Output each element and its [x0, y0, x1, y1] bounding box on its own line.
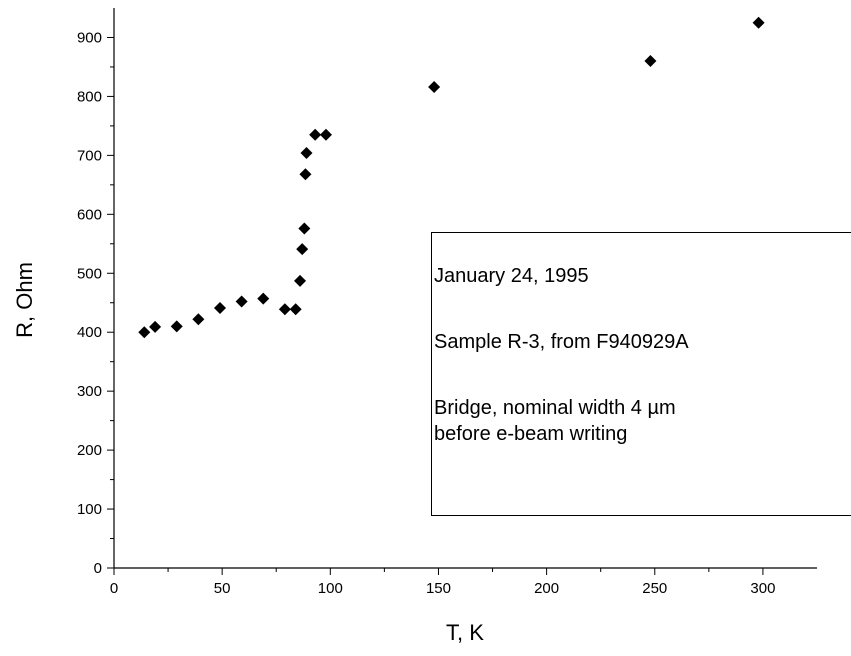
y-tick-labels: 0 100 200 300 400 500 600 700 800 900 [77, 29, 102, 577]
data-point [149, 320, 162, 333]
x-tick-labels: 0 50 100 150 200 250 300 [110, 580, 776, 597]
data-point [319, 128, 332, 141]
annotation-sample: Sample R-3, from F940929A [434, 331, 689, 353]
y-tick-label: 400 [77, 324, 102, 341]
x-tick-label: 150 [426, 580, 451, 597]
data-point [298, 222, 311, 235]
data-point [213, 302, 226, 315]
data-point [235, 295, 248, 308]
x-tick-label: 300 [750, 580, 775, 597]
data-point [296, 243, 309, 256]
data-point [644, 55, 657, 68]
data-point [278, 303, 291, 316]
y-tick-label: 200 [77, 442, 102, 459]
data-point [294, 274, 307, 287]
data-point [752, 16, 765, 29]
data-point [289, 303, 302, 316]
annotation-box: January 24, 1995 Sample R-3, from F94092… [431, 232, 851, 516]
y-tick-label: 700 [77, 147, 102, 164]
y-tick-label: 100 [77, 501, 102, 518]
annotation-bridge: Bridge, nominal width 4 µm [434, 397, 676, 419]
data-point [428, 80, 441, 93]
axes [113, 8, 817, 569]
y-tick-label: 300 [77, 383, 102, 400]
x-tick-label: 200 [534, 580, 559, 597]
data-point [138, 326, 151, 339]
x-tick-label: 0 [110, 580, 118, 597]
annotation-date: January 24, 1995 [434, 265, 589, 287]
y-tick-label: 0 [94, 560, 102, 577]
data-point [309, 128, 322, 141]
data-point [170, 320, 183, 333]
x-tick-label: 250 [642, 580, 667, 597]
y-tick-label: 500 [77, 265, 102, 282]
y-tick-label: 800 [77, 88, 102, 105]
data-point [257, 292, 270, 305]
y-axis-title: R, Ohm [12, 262, 37, 338]
annotation-note: before e-beam writing [434, 423, 628, 445]
data-point [300, 147, 313, 160]
x-tick-label: 50 [214, 580, 231, 597]
y-tick-label: 600 [77, 206, 102, 223]
tick-marks [107, 36, 764, 575]
data-points [138, 16, 765, 339]
data-point [299, 168, 312, 181]
y-tick-label: 900 [77, 29, 102, 46]
data-point [192, 313, 205, 326]
x-axis-title: T, K [446, 620, 484, 645]
x-tick-label: 100 [318, 580, 343, 597]
